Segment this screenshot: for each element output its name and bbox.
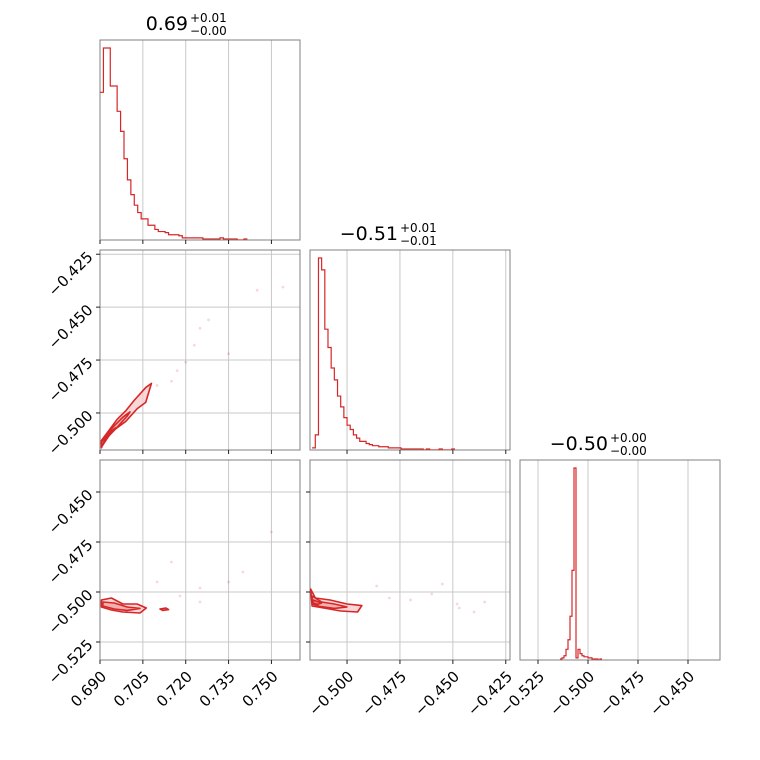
- panel-frame-1-1: [309, 249, 511, 451]
- x-tick-label-1-0: −0.500: [305, 668, 357, 720]
- y-tick-label-1-3: −0.425: [45, 248, 97, 300]
- title-minus: −0.00: [190, 24, 227, 38]
- panel-2-1: [309, 459, 511, 661]
- title-minus: −0.01: [400, 234, 437, 248]
- scatter-point: [430, 592, 434, 596]
- scatter-point: [170, 560, 173, 564]
- scatter-point: [192, 343, 196, 347]
- y-tick-label-1-2: −0.450: [45, 301, 97, 353]
- scatter-point: [207, 318, 210, 322]
- panel-frame-1-0: [99, 249, 301, 451]
- scatter-point: [227, 580, 230, 584]
- x-tick-label-0-2: 0.720: [153, 668, 196, 711]
- contour-group-0: [100, 382, 153, 449]
- scatter-point: [375, 584, 379, 588]
- x-tick-label-0-3: 0.735: [196, 668, 239, 711]
- scatter-point: [198, 326, 202, 330]
- scatter-point: [155, 384, 159, 387]
- scatter-point: [457, 606, 461, 610]
- x-tick-label-0-1: 0.705: [110, 668, 153, 711]
- scatter-point: [155, 580, 159, 584]
- scatter-point: [241, 570, 245, 574]
- panel-frame-2-2: [519, 459, 721, 661]
- scatter-group-2: [375, 582, 487, 614]
- scatter-point: [255, 288, 259, 292]
- scatter-group-0: [155, 285, 336, 387]
- scatter-point: [281, 285, 285, 289]
- scatter-point: [227, 352, 230, 356]
- param-title-2: −0.50 +0.00−0.00: [550, 431, 647, 458]
- y-tick-label-2-1: −0.500: [45, 586, 97, 638]
- scatter-point: [333, 342, 336, 345]
- histogram-1: [312, 257, 455, 450]
- panel-2-2: [519, 459, 721, 661]
- title-plus: +0.00: [610, 431, 647, 445]
- title-minus: −0.00: [610, 444, 647, 458]
- panel-frame-2-0: [99, 459, 301, 661]
- title-median: −0.51: [340, 223, 398, 245]
- x-tick-label-1-1: −0.475: [358, 668, 410, 720]
- contour-group-2: [310, 588, 363, 613]
- scatter-point: [387, 596, 391, 600]
- scatter-group-1: [155, 530, 273, 604]
- x-tick-label-2-2: −0.475: [596, 668, 648, 720]
- y-tick-label-1-1: −0.475: [45, 354, 97, 406]
- scatter-point: [455, 602, 459, 606]
- scatter-point: [270, 530, 273, 534]
- scatter-point: [440, 582, 444, 586]
- scatter-point: [483, 600, 487, 604]
- scatter-point: [198, 586, 202, 590]
- x-tick-label-2-1: −0.500: [546, 668, 598, 720]
- scatter-point: [184, 360, 188, 364]
- title-median: −0.50: [550, 433, 608, 455]
- scatter-point: [175, 369, 179, 373]
- scatter-point: [472, 610, 476, 614]
- contour-level-1: [102, 601, 141, 612]
- x-tick-label-1-2: −0.450: [411, 668, 463, 720]
- param-title-1: −0.51 +0.01−0.01: [340, 221, 437, 248]
- contour-level-2: [102, 426, 117, 445]
- title-plus: +0.01: [190, 11, 227, 25]
- param-title-0: 0.69 +0.01−0.00: [146, 11, 227, 38]
- contour-level-2: [159, 607, 170, 612]
- y-tick-label-2-3: −0.450: [45, 486, 97, 538]
- x-tick-label-0-4: 0.750: [239, 668, 282, 711]
- scatter-point: [170, 379, 173, 383]
- title-plus: +0.01: [400, 221, 437, 235]
- panel-1-1: [309, 249, 511, 451]
- contour-group-1: [100, 597, 170, 614]
- contour-level-2: [311, 599, 323, 606]
- panel-frame-0-0: [99, 39, 301, 241]
- histogram-0: [100, 47, 248, 240]
- scatter-point: [178, 594, 182, 598]
- x-tick-label-2-3: −0.450: [646, 668, 698, 720]
- scatter-point: [409, 598, 412, 602]
- contour-level-1: [311, 595, 348, 610]
- scatter-point: [198, 600, 202, 604]
- panel-2-0: [99, 459, 301, 661]
- y-tick-label-1-0: −0.500: [45, 407, 97, 459]
- x-tick-label-0-0: 0.690: [67, 668, 110, 711]
- panel-0-0: [99, 39, 301, 241]
- panel-1-0: [99, 249, 301, 451]
- title-median: 0.69: [146, 13, 188, 35]
- y-tick-label-2-2: −0.475: [45, 536, 97, 588]
- panel-frame-2-1: [309, 459, 511, 661]
- histogram-2: [560, 467, 602, 660]
